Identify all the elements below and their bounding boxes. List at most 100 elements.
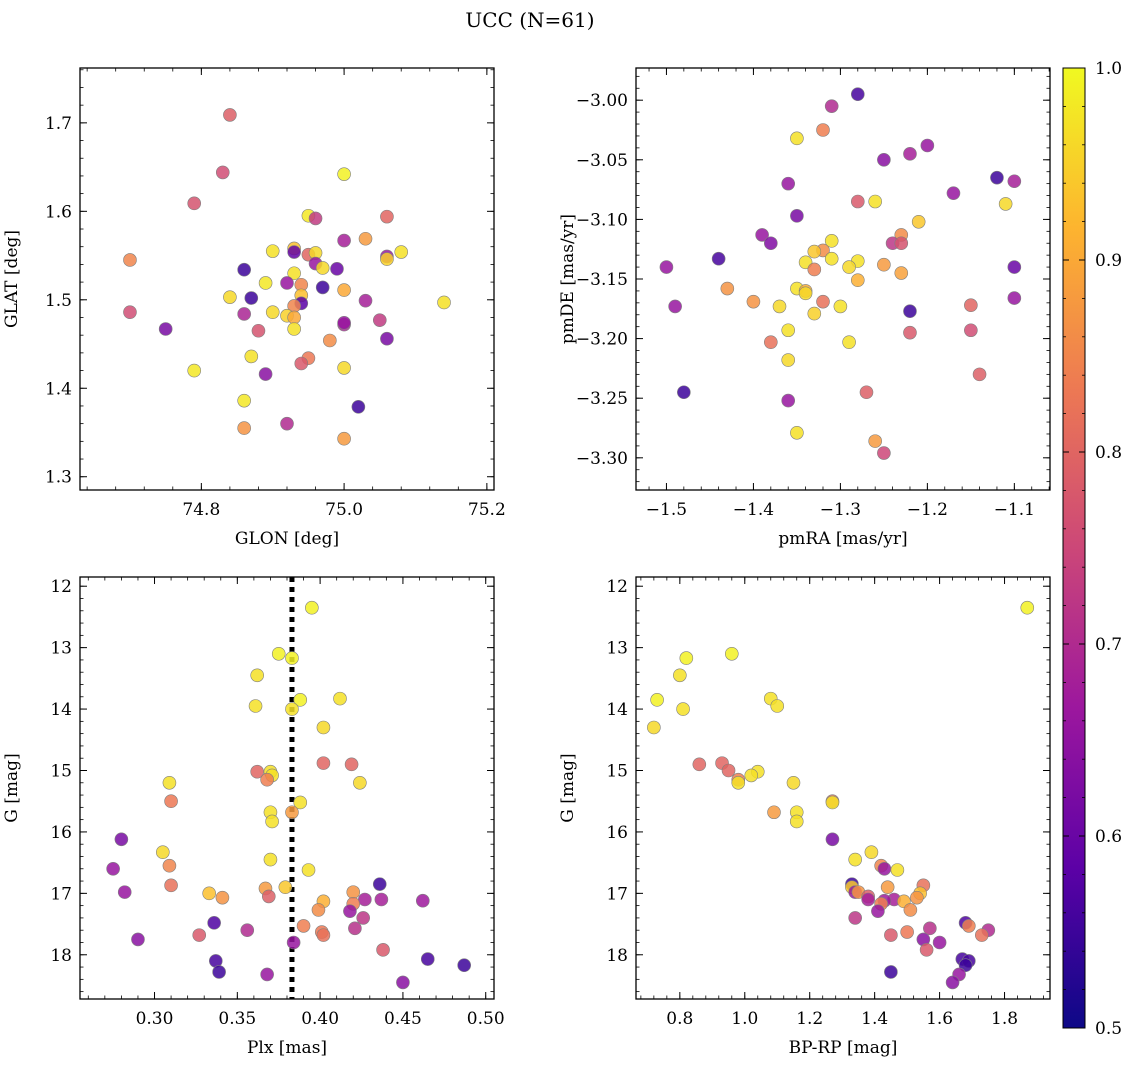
- data-point: [816, 294, 830, 309]
- x-tick-label: 0.35: [218, 1009, 256, 1029]
- y-tick-label: 18: [606, 946, 628, 966]
- x-tick-label: 0.40: [301, 1009, 339, 1029]
- data-point: [358, 293, 373, 308]
- data-point: [372, 877, 387, 891]
- data-point: [861, 892, 875, 907]
- y-axis-label: GLAT [deg]: [2, 230, 22, 328]
- data-point: [376, 943, 390, 957]
- data-point: [323, 333, 337, 348]
- panel-pmra-pmde: −1.5 −1.4 −1.3 −1.2 −1.1 −3.00 −3.05 −3.10 −3.15…: [558, 67, 1051, 549]
- data-point: [244, 291, 259, 305]
- data-point: [311, 903, 326, 917]
- data-point: [721, 763, 736, 778]
- x-tick-label: −1.3: [820, 500, 861, 520]
- data-point: [920, 138, 935, 153]
- data-point: [123, 253, 137, 267]
- data-point: [903, 903, 918, 917]
- y-tick-label: 15: [50, 761, 72, 781]
- data-point: [358, 231, 373, 246]
- y-tick-label: 14: [606, 700, 628, 720]
- data-point: [731, 775, 746, 790]
- data-point: [296, 919, 311, 933]
- data-point: [250, 668, 264, 683]
- y-tick-label: 12: [50, 577, 72, 597]
- data-point: [192, 928, 207, 942]
- x-tick-label: 74.8: [182, 500, 220, 520]
- y-tick-label: 14: [50, 700, 72, 720]
- colorbar-tick-label: 0.8: [1095, 443, 1122, 463]
- x-tick-label: 0.30: [136, 1009, 174, 1029]
- data-point: [374, 892, 389, 907]
- data-point: [293, 795, 308, 810]
- data-point: [772, 299, 787, 314]
- x-tick-label: −1.2: [907, 500, 948, 520]
- data-point: [668, 299, 682, 314]
- y-tick-label: −3.30: [576, 449, 628, 469]
- data-point: [911, 214, 926, 229]
- y-tick-label: 1.4: [45, 379, 72, 399]
- y-axis-label: G [mag]: [2, 753, 22, 822]
- data-point: [337, 315, 351, 330]
- data-point: [237, 307, 251, 321]
- data-point: [315, 261, 330, 275]
- data-point: [343, 904, 357, 918]
- data-point: [868, 194, 882, 209]
- data-point: [964, 298, 978, 313]
- data-point: [344, 757, 359, 772]
- data-point: [848, 852, 862, 867]
- data-point: [353, 775, 367, 790]
- data-point: [903, 147, 917, 161]
- y-axis-label: pmDE [mas/yr]: [558, 214, 578, 344]
- data-point: [884, 965, 898, 979]
- data-point: [260, 967, 274, 982]
- data-point: [114, 832, 129, 847]
- y-tick-label: 17: [606, 884, 628, 904]
- data-point: [850, 273, 865, 287]
- data-point: [744, 768, 759, 783]
- data-point: [301, 863, 316, 877]
- data-point: [650, 693, 664, 707]
- data-point: [251, 323, 266, 338]
- data-point: [237, 262, 251, 277]
- x-tick-label: −1.1: [994, 500, 1035, 520]
- data-point: [156, 845, 170, 859]
- plot-frame: [635, 67, 1051, 491]
- data-point: [244, 349, 259, 364]
- data-point: [278, 880, 293, 895]
- data-point: [286, 935, 301, 950]
- data-point: [848, 911, 862, 925]
- data-point: [711, 251, 726, 266]
- colorbar-tick-label: 1.0: [1095, 59, 1122, 79]
- data-point: [755, 228, 769, 242]
- y-tick-label: −3.10: [576, 210, 628, 230]
- data-point: [679, 651, 694, 665]
- data-point: [212, 965, 226, 979]
- x-axis-label: Plx [mas]: [247, 1038, 327, 1058]
- data-point: [932, 935, 947, 950]
- x-tick-label: 1.4: [861, 1009, 888, 1029]
- data-point: [764, 335, 778, 349]
- data-point: [746, 294, 761, 309]
- data-point: [316, 756, 331, 770]
- data-point: [677, 385, 691, 400]
- data-point: [659, 260, 674, 274]
- data-point: [692, 757, 707, 772]
- data-point: [265, 244, 280, 258]
- data-point: [356, 911, 370, 925]
- plot-frame: [635, 576, 1051, 1000]
- data-point: [868, 434, 882, 448]
- data-point: [842, 335, 856, 349]
- y-tick-label: 13: [50, 639, 72, 659]
- data-point: [187, 196, 202, 211]
- data-point: [789, 814, 804, 829]
- x-tick-label: 1.6: [926, 1009, 953, 1029]
- data-point: [1020, 600, 1035, 615]
- data-point: [162, 775, 177, 790]
- data-point: [790, 425, 804, 440]
- data-point: [825, 832, 840, 847]
- data-point: [781, 393, 796, 408]
- data-point: [946, 186, 961, 200]
- data-point: [280, 276, 294, 290]
- data-point: [877, 446, 891, 460]
- data-point: [263, 852, 278, 867]
